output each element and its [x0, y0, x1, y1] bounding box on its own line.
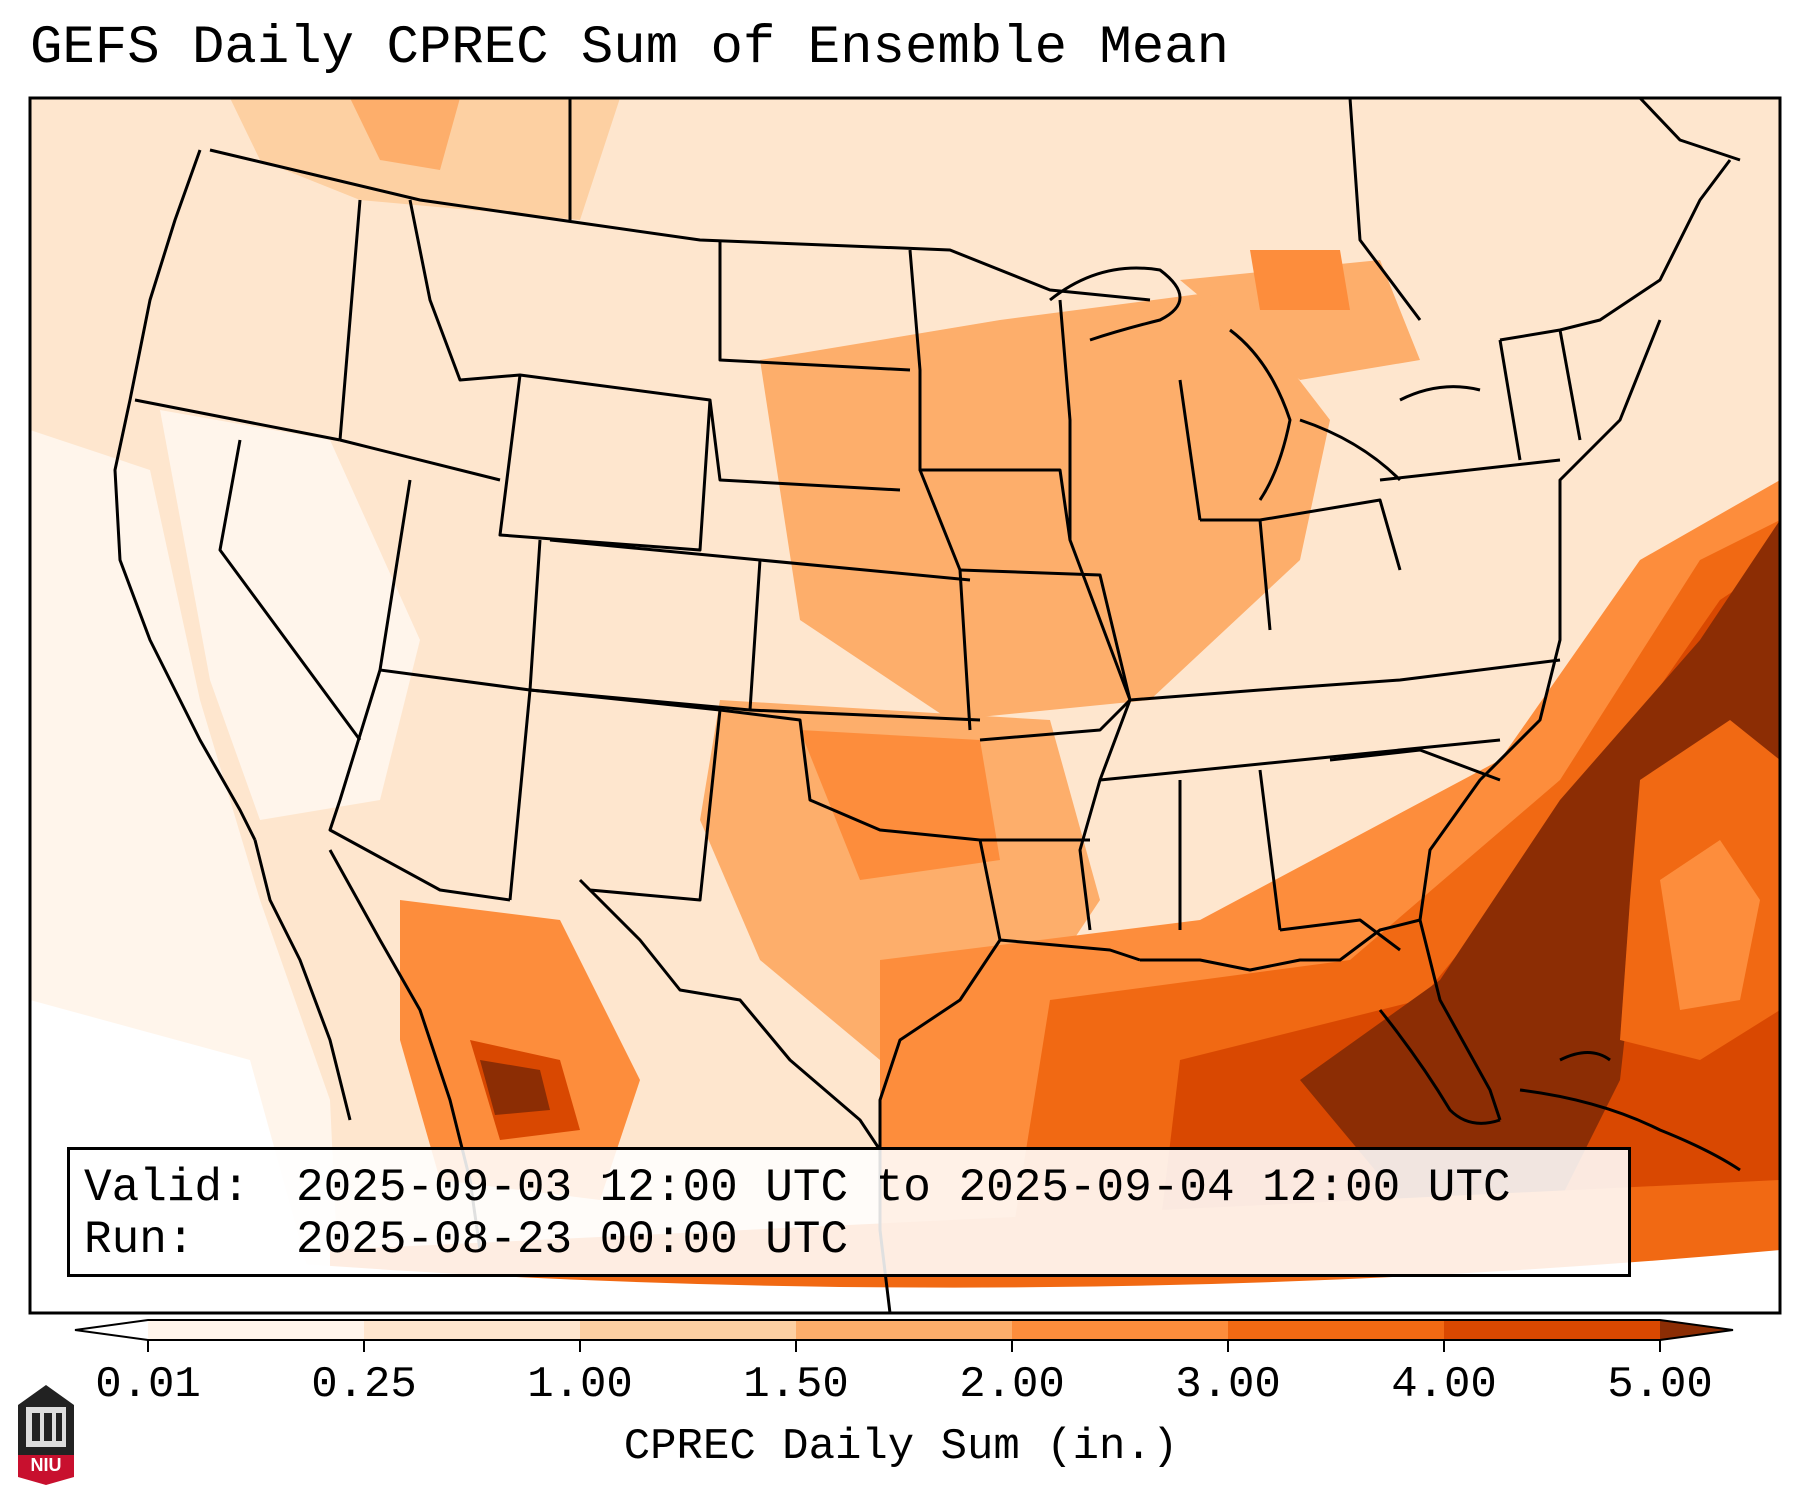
colorbar-segment: [580, 1320, 797, 1340]
colorbar-tick-label: 5.00: [1607, 1360, 1713, 1410]
colorbar-tick-label: 0.25: [311, 1360, 417, 1410]
colorbar-segment: [1444, 1320, 1661, 1340]
colorbar-segment: [1228, 1320, 1445, 1340]
colorbar-segment: [1012, 1320, 1229, 1340]
valid-label: Valid:: [84, 1162, 250, 1214]
precip-field: [30, 98, 1780, 1313]
niu-building-icon: [18, 1385, 74, 1485]
colorbar-tick-label: 3.00: [1175, 1360, 1281, 1410]
run-value: 2025-08-23 00:00 UTC: [296, 1214, 849, 1266]
colorbar-segment: [796, 1320, 1013, 1340]
run-row: Run: 2025-08-23 00:00 UTC: [84, 1214, 1614, 1266]
colorbar-tick-label: 4.00: [1391, 1360, 1497, 1410]
niu-logo-text: NIU: [30, 1455, 62, 1475]
colorbar-segment: [364, 1320, 581, 1340]
colorbar: [74, 1319, 1734, 1352]
colorbar-tick-label: 1.50: [743, 1360, 849, 1410]
valid-row: Valid: 2025-09-03 12:00 UTC to 2025-09-0…: [84, 1162, 1614, 1214]
map-border: [28, 96, 1782, 1315]
chart-title: GEFS Daily CPREC Sum of Ensemble Mean: [30, 18, 1229, 79]
state-borders: [113, 98, 1741, 1313]
colorbar-segment: [148, 1320, 365, 1340]
valid-run-info-box: Valid: 2025-09-03 12:00 UTC to 2025-09-0…: [67, 1147, 1631, 1277]
valid-value: 2025-09-03 12:00 UTC to 2025-09-04 12:00…: [296, 1162, 1511, 1214]
colorbar-title: CPREC Daily Sum (in.): [623, 1422, 1179, 1472]
run-label: Run:: [84, 1214, 195, 1266]
colorbar-tick-label: 2.00: [959, 1360, 1065, 1410]
colorbar-tick-label: 0.01: [95, 1360, 201, 1410]
colorbar-tick-label: 1.00: [527, 1360, 633, 1410]
